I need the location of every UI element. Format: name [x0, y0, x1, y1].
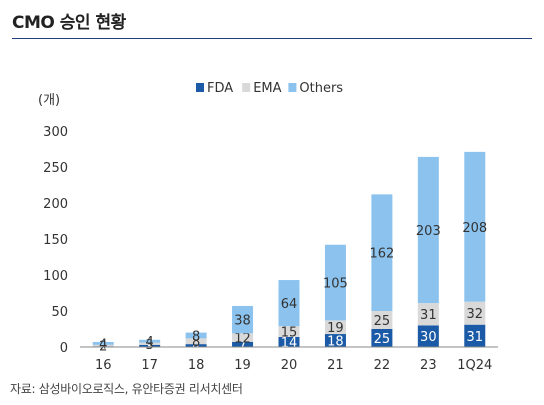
- bar-ema: [371, 311, 393, 329]
- bar-ema: [417, 303, 439, 326]
- bar-ema: [232, 333, 254, 342]
- bar-ema: [185, 338, 207, 345]
- legend-swatch-ema: [242, 83, 251, 92]
- bar-others: [278, 280, 300, 327]
- data-label-others: 162: [369, 247, 394, 262]
- data-label-ema: 12: [234, 332, 251, 347]
- x-axis: 16 17 18 19 20 21 22 23 1Q24: [80, 346, 498, 373]
- bar-fda: [464, 324, 486, 347]
- bar-others: [92, 341, 114, 345]
- x-tick-label: 20: [281, 358, 298, 373]
- bar-fda: [232, 341, 254, 347]
- source-note: 자료: 삼성바이오로직스, 유안타증권 리서치센터: [10, 382, 243, 396]
- x-tick-label: 22: [374, 358, 391, 373]
- y-tick-label: 200: [43, 197, 68, 212]
- bar-ema: [464, 301, 486, 325]
- data-label-ema: 25: [374, 314, 391, 329]
- legend-swatch-others: [288, 83, 297, 92]
- bar-fda: [371, 329, 393, 347]
- data-label-others: 4: [146, 335, 154, 350]
- x-tick-label: 1Q24: [457, 358, 492, 373]
- bar-others: [371, 194, 393, 311]
- legend-swatch-fda: [196, 83, 204, 92]
- y-tick-label: 100: [43, 269, 68, 284]
- bar-fda: [324, 334, 346, 347]
- bar-others: [139, 339, 161, 343]
- data-label-ema: 32: [467, 307, 484, 322]
- data-label-fda: 1: [99, 341, 107, 356]
- bars: 124 334 4887123814156418191052525162303120…: [92, 151, 487, 356]
- bar-fda: [185, 344, 207, 347]
- data-label-others: 208: [462, 221, 487, 236]
- data-label-ema: 15: [281, 326, 298, 341]
- y-tick-label: 50: [51, 305, 68, 320]
- bar-ema: [278, 326, 300, 337]
- data-label-others: 8: [192, 329, 200, 344]
- y-axis: 0 50 100 150 200 250 300: [43, 125, 68, 356]
- y-tick-label: 300: [43, 125, 68, 140]
- bar-fda: [417, 325, 439, 347]
- x-tick-label: 17: [141, 358, 158, 373]
- data-label-fda: 25: [374, 332, 391, 347]
- title-divider: [12, 38, 532, 39]
- bar-others: [417, 156, 439, 304]
- y-tick-label: 0: [60, 341, 68, 356]
- legend: FDA EMA Others: [196, 81, 343, 96]
- x-tick-label: 21: [327, 358, 344, 373]
- data-label-others: 203: [416, 224, 441, 239]
- data-label-fda: 30: [420, 330, 437, 345]
- x-tick-label: 19: [234, 358, 251, 373]
- y-tick-label: 150: [43, 233, 68, 248]
- bar-others: [185, 332, 207, 339]
- data-label-ema: 31: [420, 308, 437, 323]
- data-label-ema: 8: [192, 335, 200, 350]
- bar-fda: [278, 336, 300, 347]
- y-tick-label: 250: [43, 161, 68, 176]
- x-tick-label: 23: [420, 358, 437, 373]
- data-label-fda: 31: [467, 330, 484, 345]
- y-unit-label: (개): [38, 93, 60, 108]
- data-label-ema: 19: [327, 321, 344, 336]
- x-tick-label: 18: [188, 358, 205, 373]
- data-label-ema: 3: [146, 338, 154, 353]
- legend-label-others: Others: [299, 81, 343, 96]
- data-label-others: 64: [281, 297, 298, 312]
- bar-ema: [324, 320, 346, 335]
- x-tick-label: 16: [95, 358, 112, 373]
- bar-ema: [92, 344, 114, 347]
- bar-ema: [139, 342, 161, 345]
- data-label-others: 4: [99, 337, 107, 352]
- legend-label-fda: FDA: [207, 81, 233, 96]
- data-label-others: 38: [234, 314, 251, 329]
- bar-others: [464, 151, 486, 302]
- data-label-fda: 18: [327, 335, 344, 350]
- data-label-fda: 7: [238, 338, 246, 353]
- bar-others: [324, 244, 346, 321]
- legend-label-ema: EMA: [253, 81, 281, 96]
- chart-title: CMO 승인 현황: [12, 13, 126, 33]
- bar-fda: [139, 344, 161, 347]
- bar-others: [232, 305, 254, 334]
- data-label-others: 105: [323, 277, 348, 292]
